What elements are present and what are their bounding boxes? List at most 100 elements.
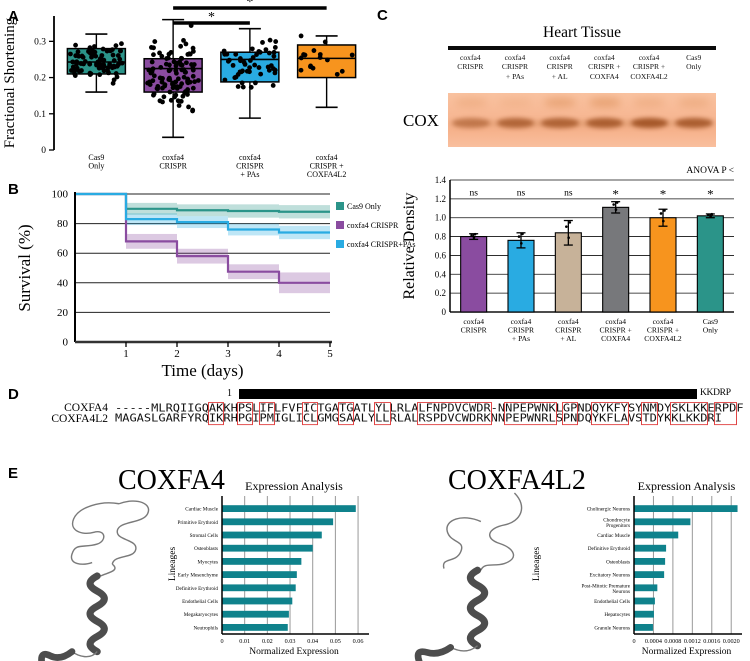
data-point	[167, 77, 173, 83]
data-point	[310, 65, 316, 71]
data-point	[107, 61, 113, 67]
blot-lane-label: coxfa4 CRISPR + COXFA4L2	[630, 53, 668, 81]
y-axis-label: Fractional Shortening	[2, 17, 18, 148]
data-point	[149, 59, 155, 65]
data-point	[105, 68, 110, 74]
coil-loop	[442, 517, 482, 569]
data-point	[114, 63, 120, 69]
data-point	[272, 45, 278, 50]
bar	[222, 610, 289, 618]
data-point	[192, 79, 198, 85]
blot-row-label: COX	[403, 111, 439, 130]
data-point	[189, 62, 194, 67]
data-point	[222, 77, 228, 83]
data-point	[151, 92, 156, 98]
survival-line	[75, 192, 330, 234]
x-category-label: COXFA4	[601, 334, 630, 343]
bar	[634, 624, 653, 631]
data-point	[298, 33, 304, 39]
data-point	[258, 71, 264, 77]
x-category-label: CRISPR +	[310, 162, 345, 171]
bar	[634, 518, 691, 526]
blot-band	[541, 117, 579, 128]
replicate-point	[565, 225, 568, 228]
data-point	[68, 51, 73, 57]
y-tick-label: 0.1	[34, 110, 46, 120]
data-point	[94, 61, 99, 67]
data-point	[110, 80, 116, 86]
data-point	[89, 54, 94, 60]
bar	[634, 505, 738, 512]
data-point	[244, 68, 250, 74]
data-point	[73, 53, 79, 59]
x-category-label: coxfa4	[316, 153, 338, 162]
y-tick-label: 0	[41, 146, 46, 156]
chart-title: Expression Analysis	[638, 479, 736, 493]
legend-swatch	[336, 221, 344, 229]
data-point	[187, 79, 193, 85]
y-tick-label: 20	[57, 307, 69, 319]
data-point	[167, 89, 173, 95]
x-category-label: CRISPR	[508, 326, 535, 335]
data-point	[273, 39, 279, 44]
y-tick-label: 0.4	[435, 269, 447, 279]
data-point	[190, 107, 196, 113]
row-label: Early Mesenchyme	[178, 573, 219, 579]
alpha-helix	[38, 648, 76, 661]
relative-density-bar-chart: 0 0.2 0.4 0.6 0.8 1.0 1.2 1.4 ANOVA P < Relative …	[401, 166, 734, 343]
alignment-highlight-box	[641, 402, 658, 426]
alpha-helix	[414, 644, 455, 661]
alpha-helix	[86, 572, 108, 656]
data-point	[237, 69, 243, 75]
x-category-label: CRISPR	[461, 326, 488, 335]
data-point	[183, 69, 188, 75]
expression-chart-coxfa4l2: Expression Analysis Cholinergic Neurons Ch…	[532, 479, 742, 657]
bar	[634, 610, 654, 618]
blot-band	[585, 117, 624, 128]
x-tick-label: 0.06	[353, 638, 364, 645]
data-point	[159, 79, 165, 85]
x-tick-label: 0.05	[330, 638, 341, 645]
bar	[222, 571, 297, 578]
data-point	[92, 44, 97, 49]
data-point	[72, 73, 78, 78]
x-category-label: coxfa4	[162, 153, 184, 162]
replicate-point	[710, 212, 714, 216]
data-point	[157, 50, 162, 56]
y-tick-label: 0	[442, 307, 447, 317]
y-tick-label: 40	[57, 277, 69, 289]
data-point	[113, 43, 119, 49]
row-label: Stromal Cells	[190, 533, 218, 539]
data-point	[248, 84, 254, 90]
data-point	[339, 68, 345, 74]
significance-label: ns	[469, 189, 478, 199]
expression-chart-coxfa4: Expression Analysis Cardiac Muscle Primiti…	[168, 479, 369, 657]
bar	[222, 544, 313, 552]
blot-lane-label: coxfa4 CRISPR	[457, 53, 484, 72]
y-axis-label: Survival (%)	[15, 224, 34, 311]
replicate-point	[662, 219, 665, 223]
replicate-point	[473, 232, 477, 236]
data-point	[157, 98, 163, 104]
blot-smudge	[454, 98, 487, 108]
alignment-highlight-box	[337, 402, 355, 426]
bar	[634, 531, 679, 539]
bar	[222, 597, 293, 605]
data-point	[115, 53, 121, 58]
data-point	[74, 59, 80, 65]
data-point	[101, 57, 107, 63]
coil-loop	[480, 492, 523, 571]
data-point	[152, 39, 158, 44]
y-tick-label: 80	[57, 218, 69, 230]
significance-star: *	[208, 10, 215, 25]
x-category-label: Only	[88, 162, 104, 171]
data-point	[174, 84, 180, 90]
blot-lane-label: coxfa4 CRISPR + COXFA4	[588, 53, 621, 81]
data-point	[168, 50, 174, 55]
row-label: Primitive Erythroid	[178, 520, 219, 526]
blot-lane-label: coxfa4 CRISPR + AL	[546, 53, 573, 81]
data-point	[167, 67, 173, 73]
western-blot-image	[448, 93, 716, 147]
row-label: Definitive Erythroid	[588, 545, 631, 552]
